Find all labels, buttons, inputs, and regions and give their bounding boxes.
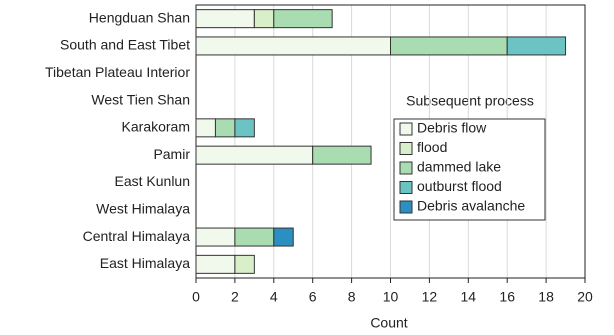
bar-segment	[195, 36, 391, 56]
x-tick-label: 2	[231, 289, 239, 305]
x-tick-label: 14	[461, 289, 477, 305]
y-tick-label: East Himalaya	[100, 255, 190, 271]
legend-label: dammed lake	[417, 159, 501, 175]
bar-segment	[390, 36, 508, 56]
x-tick-label: 18	[538, 289, 554, 305]
legend-title: Subsequent process	[406, 93, 534, 109]
bar-segment	[234, 227, 275, 247]
y-tick-label: West Himalaya	[96, 200, 190, 216]
legend-box	[393, 118, 546, 221]
y-tick-label: South and East Tibet	[60, 37, 190, 53]
bar-segment	[195, 227, 236, 247]
bar-segment	[312, 145, 372, 165]
x-tick-label: 8	[348, 289, 356, 305]
legend-swatch	[399, 161, 413, 175]
bar-segment	[195, 254, 236, 274]
bar-segment	[506, 36, 567, 56]
legend-swatch	[399, 200, 413, 214]
x-tick-label: 20	[577, 289, 593, 305]
legend-swatch	[399, 181, 413, 194]
legend-label: outburst flood	[417, 178, 502, 194]
bar-segment	[214, 118, 236, 138]
bar-segment	[234, 118, 255, 138]
x-tick-label: 12	[422, 289, 438, 305]
bar-segment	[273, 227, 294, 247]
bar-segment	[195, 118, 216, 138]
plot-frame	[195, 4, 586, 279]
legend-label: Debris avalanche	[417, 198, 525, 214]
y-tick-label: Tibetan Plateau Interior	[45, 64, 190, 80]
x-tick-label: 10	[383, 289, 399, 305]
x-tick-label: 16	[499, 289, 515, 305]
legend-swatch	[399, 142, 413, 155]
y-tick-label: Central Himalaya	[83, 228, 191, 244]
legend-label: flood	[417, 139, 447, 155]
bar-segment	[195, 145, 314, 165]
x-axis-label: Count	[370, 315, 407, 331]
y-tick-label: Pamir	[153, 146, 190, 162]
y-tick-label: Hengduan Shan	[89, 9, 190, 25]
bar-segment	[273, 9, 333, 29]
bar-segment	[253, 9, 275, 29]
y-tick-label: West Tien Shan	[91, 91, 190, 107]
y-tick-label: East Kunlun	[115, 173, 191, 189]
y-tick-label: Karakoram	[122, 119, 190, 135]
bar-segment	[195, 9, 255, 29]
x-tick-label: 6	[309, 289, 317, 305]
legend-swatch	[399, 122, 413, 136]
legend-label: Debris flow	[417, 120, 487, 136]
bar-segment	[234, 254, 255, 274]
x-tick-label: 0	[192, 289, 200, 305]
x-tick-label: 4	[270, 289, 278, 305]
